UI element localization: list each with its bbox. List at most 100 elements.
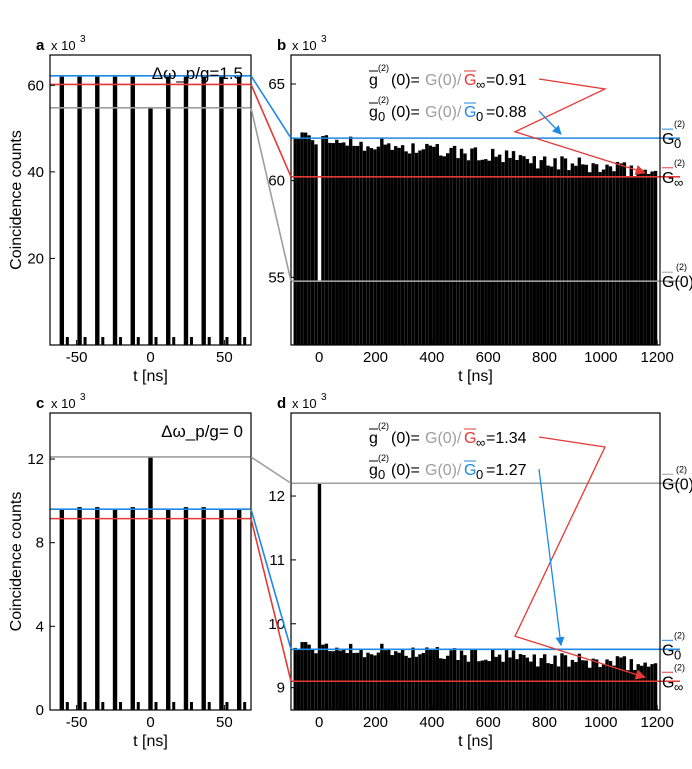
bar-base-stub bbox=[154, 702, 158, 710]
bar bbox=[449, 650, 453, 710]
bar bbox=[501, 661, 505, 710]
bar bbox=[477, 160, 481, 345]
level-label-sub: 0 bbox=[674, 647, 681, 662]
bar bbox=[629, 165, 633, 345]
bar bbox=[567, 666, 571, 710]
level-label-sub: ∞ bbox=[674, 175, 683, 190]
bars-b bbox=[293, 132, 658, 345]
formula-rhs-sub: 0 bbox=[476, 467, 483, 482]
bar bbox=[639, 172, 644, 345]
bar-base-stub bbox=[65, 702, 69, 710]
bar bbox=[594, 164, 599, 345]
bar bbox=[435, 647, 439, 710]
bar bbox=[487, 160, 491, 345]
bar bbox=[452, 648, 457, 710]
axis-multiplier: x 10 bbox=[51, 396, 76, 411]
bar bbox=[639, 665, 644, 710]
bar bbox=[591, 163, 595, 345]
y-tick-label: 55 bbox=[268, 269, 285, 286]
bar-base-stub bbox=[225, 337, 229, 345]
bar bbox=[428, 145, 433, 345]
level-label-text: G bbox=[662, 131, 674, 148]
bar bbox=[439, 658, 443, 710]
bar bbox=[428, 648, 433, 710]
x-tick-label: 0 bbox=[315, 349, 323, 366]
y-tick-label: 12 bbox=[268, 488, 285, 505]
formula-lhs: g bbox=[369, 430, 378, 447]
bar bbox=[411, 143, 415, 345]
bar bbox=[183, 76, 189, 346]
bar bbox=[166, 509, 171, 710]
bar bbox=[515, 159, 519, 345]
bar bbox=[432, 146, 436, 345]
formula-rhs: G bbox=[464, 72, 476, 89]
bar bbox=[598, 667, 602, 710]
y-axis-label: Coincidence counts bbox=[8, 492, 25, 632]
bar bbox=[560, 156, 564, 345]
bar bbox=[556, 666, 561, 710]
bar bbox=[362, 150, 367, 345]
bar-base-stub bbox=[83, 337, 87, 345]
panel-d: 0200400600800100012009101112t [ns]dx 103… bbox=[268, 392, 692, 750]
detuning-annotation: Δω_p/g= 0 bbox=[161, 422, 243, 441]
bar bbox=[317, 281, 322, 345]
bar bbox=[553, 158, 557, 345]
bar-base-stub bbox=[243, 702, 247, 710]
bar-base-stub bbox=[83, 702, 87, 710]
bar bbox=[515, 659, 519, 710]
bar bbox=[348, 136, 353, 345]
bar bbox=[183, 507, 189, 710]
gray-connector-line bbox=[250, 107, 292, 282]
bar bbox=[643, 169, 647, 345]
bar bbox=[473, 648, 478, 710]
x-tick-label: 0 bbox=[146, 349, 154, 366]
bar bbox=[310, 140, 315, 345]
bar bbox=[508, 657, 512, 710]
bar bbox=[373, 149, 377, 345]
ratio-formula: g(2)(0)= G(0)/G ∞ =1.34 bbox=[369, 421, 527, 450]
bar-base-stub bbox=[243, 337, 247, 345]
bar bbox=[338, 142, 342, 345]
level-label-text: G bbox=[662, 674, 674, 691]
bar bbox=[418, 150, 422, 345]
bar bbox=[317, 483, 322, 710]
bar bbox=[563, 158, 568, 345]
bar bbox=[442, 658, 446, 710]
x-tick-label: 600 bbox=[476, 714, 501, 731]
formula-mid: (0)= bbox=[391, 430, 420, 447]
bar-base-stub bbox=[189, 702, 193, 710]
bar bbox=[300, 642, 304, 710]
bar bbox=[390, 655, 394, 710]
red-connector-line bbox=[250, 518, 292, 682]
bar bbox=[633, 669, 637, 710]
bar bbox=[219, 76, 224, 346]
bar bbox=[456, 158, 460, 345]
formula-lhs-sup: (2) bbox=[378, 63, 389, 73]
gray-level-label: G(0) (2) bbox=[662, 262, 692, 291]
bar bbox=[380, 138, 384, 345]
bar bbox=[539, 658, 543, 710]
bar bbox=[369, 148, 374, 345]
bar bbox=[522, 654, 526, 710]
bar bbox=[130, 507, 135, 710]
formula-rhs: G bbox=[464, 104, 476, 121]
bar bbox=[331, 143, 336, 345]
formula-value: =1.27 bbox=[486, 462, 527, 479]
bar bbox=[542, 156, 547, 345]
bar bbox=[605, 164, 609, 345]
bar bbox=[480, 660, 485, 710]
bar bbox=[622, 656, 627, 710]
bar bbox=[439, 155, 443, 345]
bar bbox=[442, 156, 446, 345]
bar bbox=[556, 169, 561, 345]
bar bbox=[608, 660, 613, 710]
bar-base-stub bbox=[207, 337, 211, 345]
bar bbox=[459, 148, 464, 345]
bar bbox=[400, 649, 405, 710]
bar bbox=[619, 163, 623, 345]
panel-letter: b bbox=[277, 37, 286, 54]
formula-rhs-sub: ∞ bbox=[476, 435, 485, 450]
bar bbox=[601, 664, 606, 710]
formula-rhs: G bbox=[464, 462, 476, 479]
bar bbox=[435, 144, 439, 345]
